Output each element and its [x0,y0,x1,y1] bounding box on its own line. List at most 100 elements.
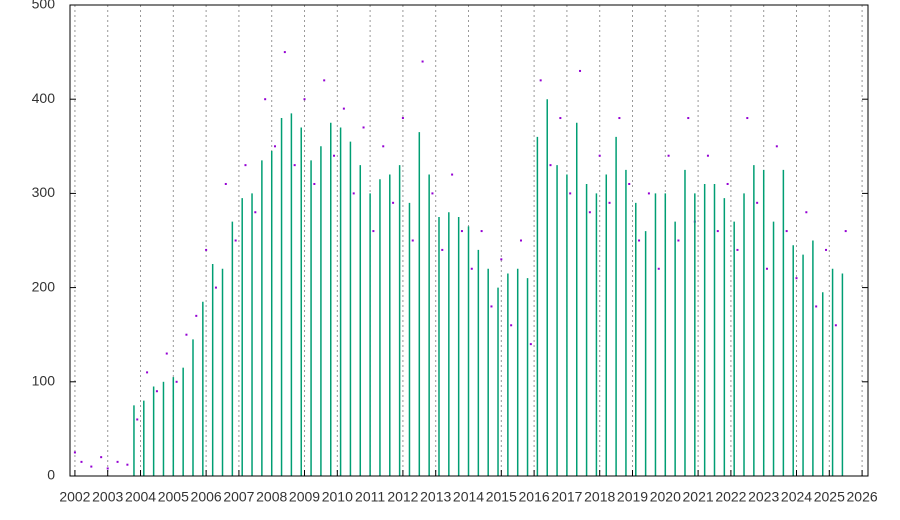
dot [431,192,434,195]
x-tick-label: 2002 [59,489,90,505]
dot [588,211,591,214]
y-tick-label: 200 [32,278,56,294]
dot [844,230,847,233]
dot [136,418,139,421]
x-tick-label: 2013 [420,489,451,505]
dot [529,343,532,346]
dot [382,145,385,148]
dot [362,126,365,129]
y-tick-label: 300 [32,184,56,200]
dot [264,98,267,101]
dot [628,182,631,185]
dot [795,277,798,280]
dot [234,239,237,242]
dot [90,465,93,468]
x-tick-label: 2005 [158,489,189,505]
dot [342,107,345,110]
dot [618,117,621,120]
dot [765,267,768,270]
dot [519,239,522,242]
x-tick-label: 2007 [223,489,254,505]
dot [785,230,788,233]
x-tick-label: 2025 [814,489,845,505]
x-tick-label: 2006 [191,489,222,505]
x-tick-label: 2015 [486,489,517,505]
dot [480,230,483,233]
y-tick-label: 500 [32,0,56,12]
dot [313,182,316,185]
dot [73,451,76,454]
dot [559,117,562,120]
dot [756,201,759,204]
dot [834,324,837,327]
dot [667,154,670,157]
y-tick-label: 400 [32,90,56,106]
dot [165,352,168,355]
dot [293,164,296,167]
y-tick-label: 0 [47,467,55,483]
x-tick-label: 2019 [617,489,648,505]
dot [224,182,227,185]
dot [677,239,680,242]
x-tick-label: 2023 [748,489,779,505]
dot [716,230,719,233]
x-tick-label: 2008 [256,489,287,505]
dot [441,248,444,251]
dot [579,69,582,72]
dot [185,333,188,336]
x-tick-label: 2024 [781,489,812,505]
dot [608,201,611,204]
dot [470,267,473,270]
dot [214,286,217,289]
dot [372,230,375,233]
dot [401,117,404,120]
y-tick-label: 100 [32,373,56,389]
dot [352,192,355,195]
dot [510,324,513,327]
dot [539,79,542,82]
x-tick-label: 2009 [289,489,320,505]
dot [392,201,395,204]
dot [205,248,208,251]
dot [598,154,601,157]
dot [775,145,778,148]
plot-frame [69,4,869,477]
x-tick-label: 2017 [551,489,582,505]
x-tick-label: 2016 [519,489,550,505]
x-tick-label: 2004 [125,489,156,505]
x-tick-label: 2020 [650,489,681,505]
dot [815,305,818,308]
dot [106,467,109,470]
dot [333,154,336,157]
dot [80,460,83,463]
dot [146,371,149,374]
dot [500,258,503,261]
x-tick-label: 2003 [92,489,123,505]
x-tick-label: 2012 [387,489,418,505]
x-tick-label: 2022 [715,489,746,505]
dot [421,60,424,63]
dot [100,456,103,459]
x-tick-label: 2011 [355,489,385,505]
x-tick-label: 2021 [683,489,714,505]
x-tick-label: 2026 [847,489,878,505]
x-tick-label: 2018 [584,489,615,505]
dot [323,79,326,82]
dot [283,51,286,54]
dot [726,182,729,185]
dot [647,192,650,195]
x-tick-label: 2014 [453,489,484,505]
x-tick-label: 2010 [322,489,353,505]
dot [638,239,641,242]
dot [687,117,690,120]
dot [451,173,454,176]
dot [490,305,493,308]
dot [569,192,572,195]
dot [549,164,552,167]
dot [460,230,463,233]
dot [411,239,414,242]
dot [195,314,198,317]
dot [805,211,808,214]
